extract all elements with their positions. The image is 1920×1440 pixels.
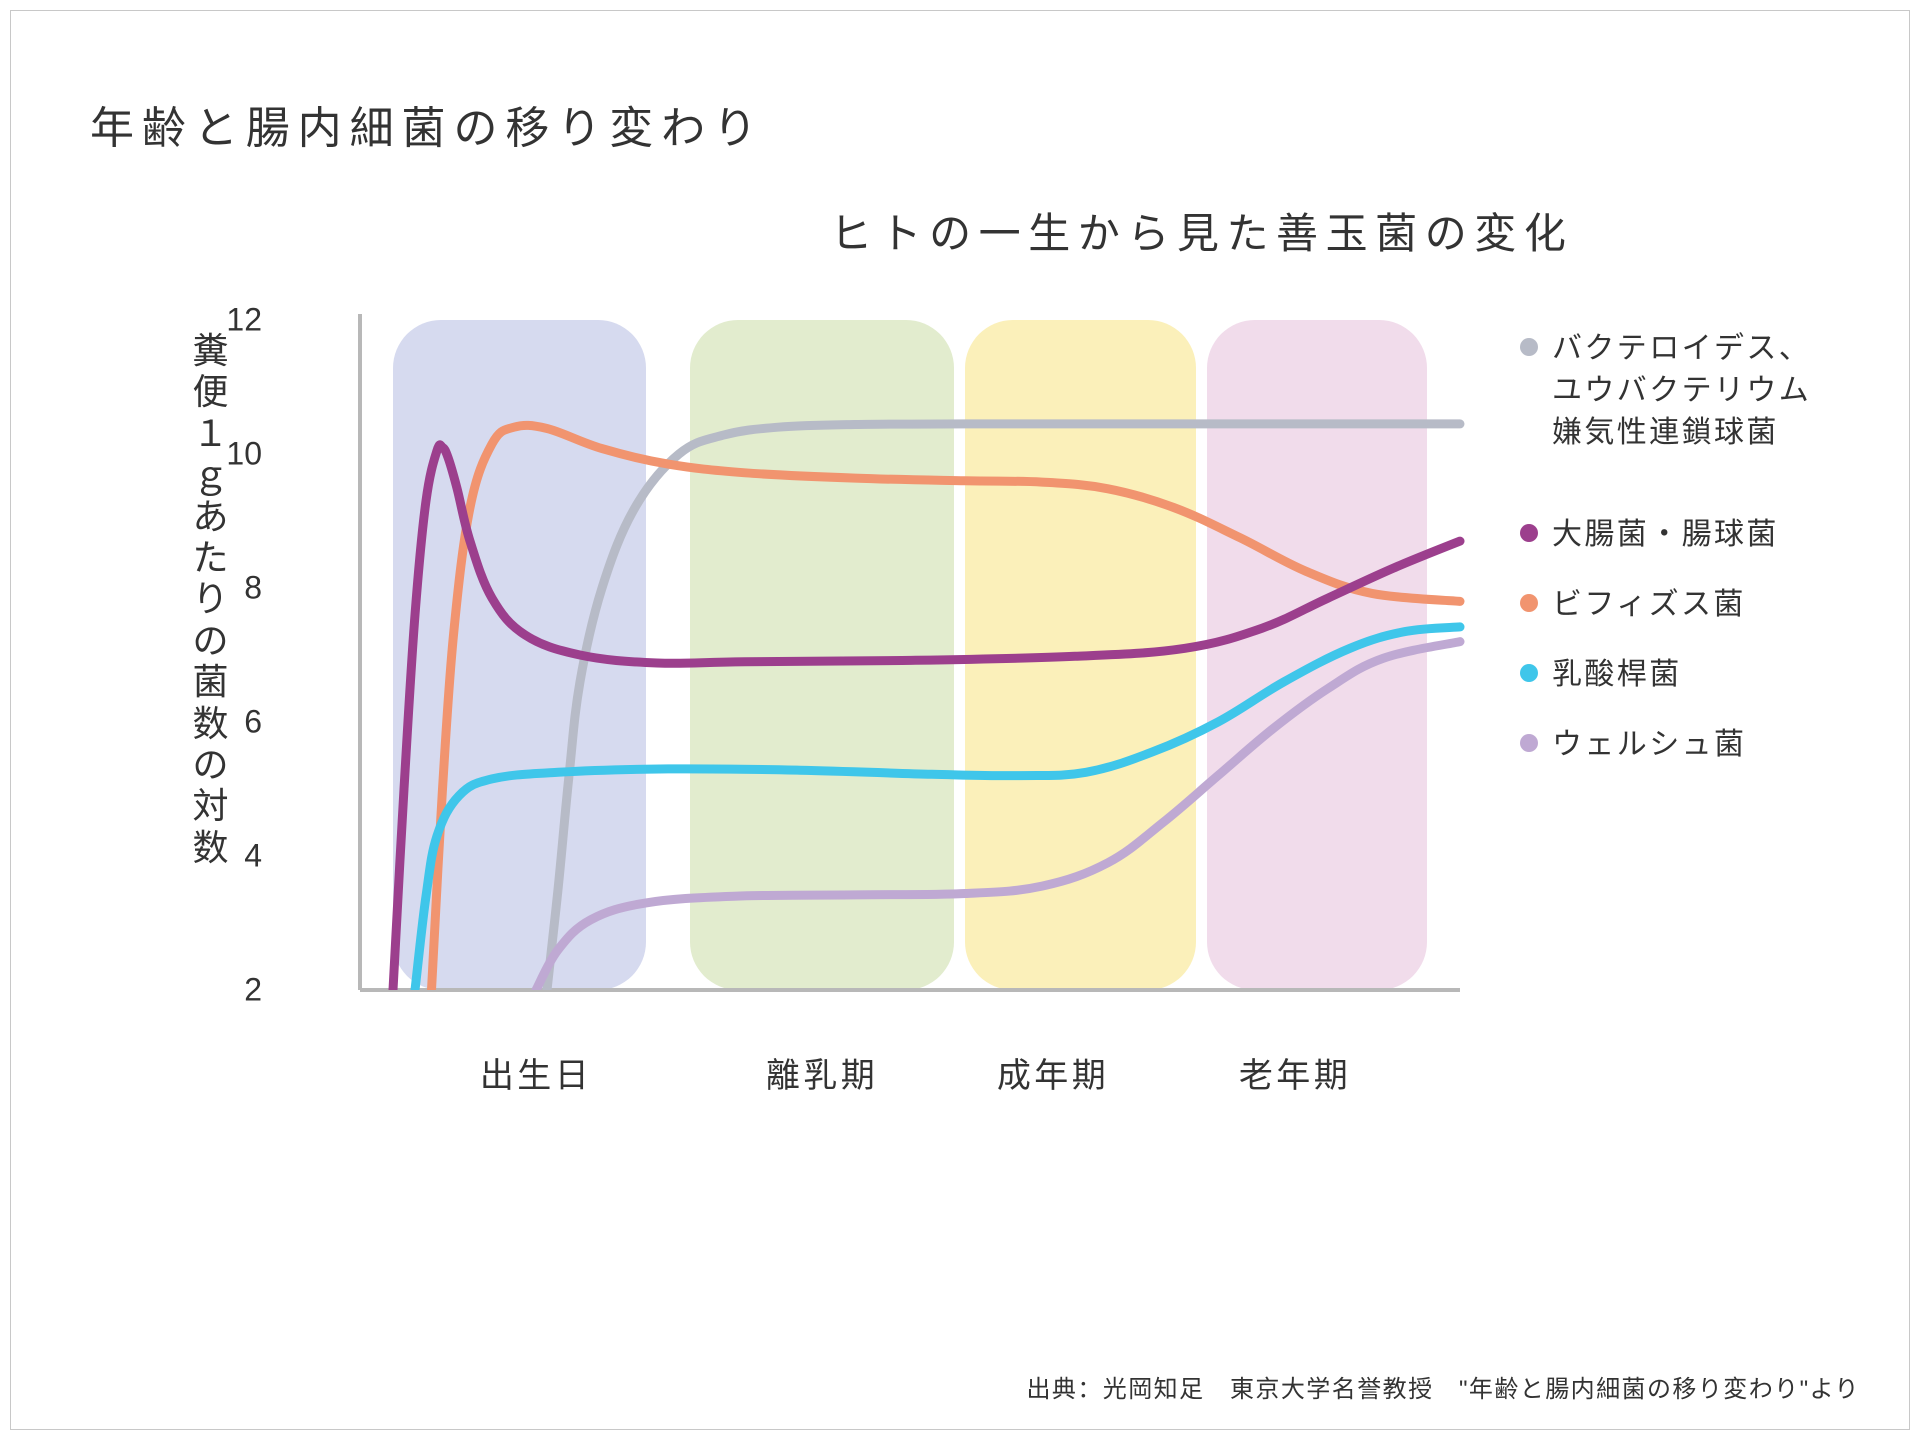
legend-label: バクテロイデス、ユウバクテリウム嫌気性連鎖球菌 <box>1552 328 1811 454</box>
y-tick: 6 <box>202 704 262 741</box>
legend-item-bacteroides: バクテロイデス、ユウバクテリウム嫌気性連鎖球菌 <box>1520 328 1811 454</box>
legend-item-lactobacillus: 乳酸桿菌 <box>1520 654 1811 696</box>
x-tick: 成年期 <box>997 1048 1109 1097</box>
y-tick: 10 <box>202 436 262 473</box>
legend-dot-icon <box>1520 734 1538 752</box>
legend-item-bifidus: ビフィズス菌 <box>1520 584 1811 626</box>
source-citation: 出典：光岡知足 東京大学名誉教授 "年齢と腸内細菌の移り変わり"より <box>1026 1369 1860 1404</box>
legend-dot-icon <box>1520 524 1538 542</box>
legend-label: 大腸菌・腸球菌 <box>1552 514 1779 556</box>
legend-label: 乳酸桿菌 <box>1552 654 1682 696</box>
x-tick: 老年期 <box>1239 1048 1351 1097</box>
legend-dot-icon <box>1520 664 1538 682</box>
y-tick: 8 <box>202 570 262 607</box>
legend-label: ビフィズス菌 <box>1552 584 1746 626</box>
main-title: 年齢と腸内細菌の移り変わり <box>90 92 765 156</box>
legend-dot-icon <box>1520 338 1538 356</box>
legend-dot-icon <box>1520 594 1538 612</box>
subtitle: ヒトの一生から見た善玉菌の変化 <box>830 200 1573 261</box>
legend-item-ecoli: 大腸菌・腸球菌 <box>1520 514 1811 556</box>
legend: バクテロイデス、ユウバクテリウム嫌気性連鎖球菌大腸菌・腸球菌ビフィズス菌乳酸桿菌… <box>1520 328 1811 794</box>
y-tick: 2 <box>202 972 262 1009</box>
chart-area: 24681012出生日離乳期成年期老年期 <box>280 310 1480 1030</box>
x-tick: 出生日 <box>480 1048 592 1097</box>
legend-item-welsh: ウェルシュ菌 <box>1520 724 1811 766</box>
line-chart <box>280 310 1480 1030</box>
legend-label: ウェルシュ菌 <box>1552 724 1746 766</box>
x-tick: 離乳期 <box>766 1048 878 1097</box>
y-tick: 12 <box>202 302 262 339</box>
y-tick: 4 <box>202 838 262 875</box>
